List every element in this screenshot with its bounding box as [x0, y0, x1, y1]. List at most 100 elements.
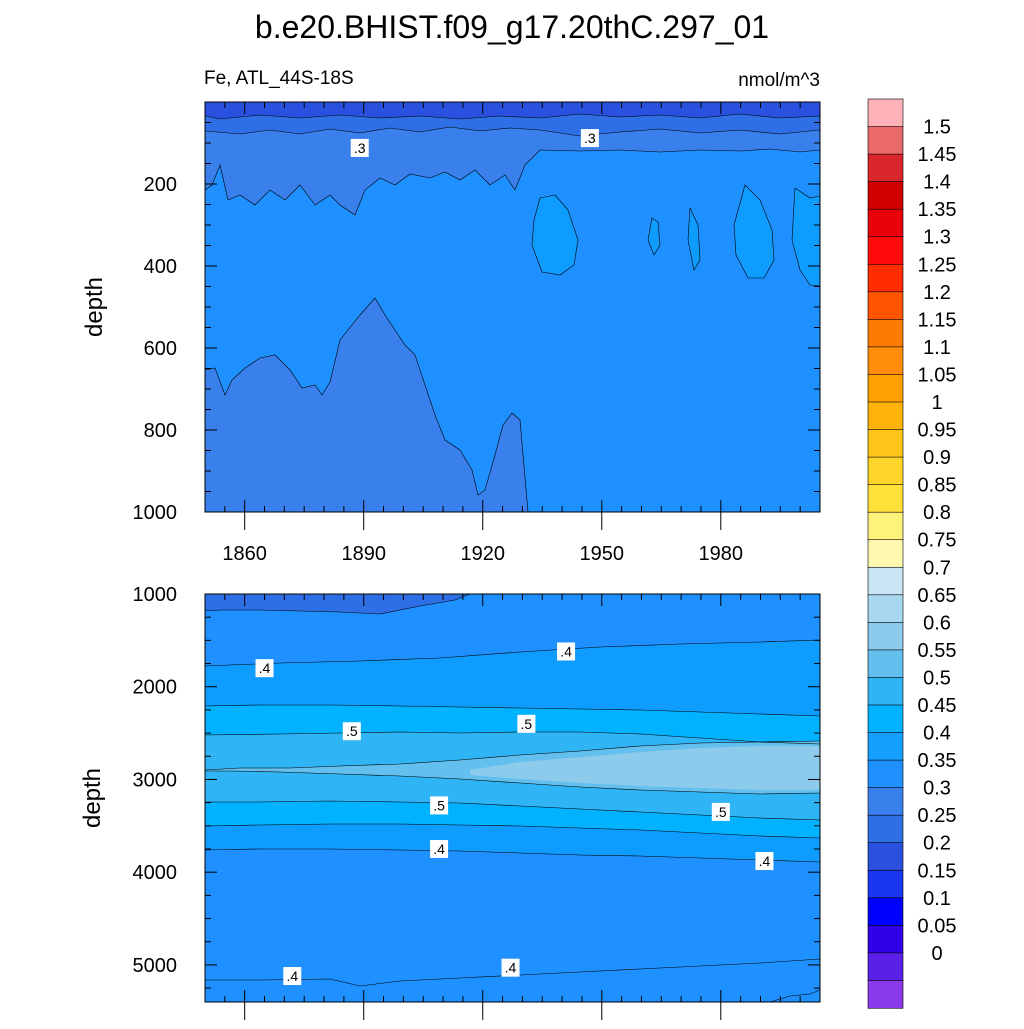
colorbar-swatch	[867, 539, 904, 568]
lower-band-0.4b	[205, 824, 820, 862]
colorbar-swatch	[867, 346, 904, 376]
colorbar-swatch	[867, 787, 904, 816]
x-tick-label: 1980	[699, 543, 744, 565]
y-tick-label: 1000	[133, 502, 178, 524]
upper-blob-4	[734, 185, 774, 278]
colorbar-swatch	[867, 704, 904, 734]
colorbar-label: 0.3	[923, 778, 951, 800]
colorbar-label: 0.2	[923, 833, 951, 855]
colorbar-swatch	[867, 126, 904, 155]
contour-label: .4	[557, 642, 576, 661]
colorbar-swatch	[867, 319, 904, 348]
svg-text:.4: .4	[759, 853, 771, 869]
x-tick-label: 1920	[460, 543, 505, 565]
colorbar-label: 0.35	[918, 750, 957, 772]
colorbar-label: 0.85	[918, 475, 957, 497]
colorbar-swatch	[867, 897, 904, 926]
colorbar-swatch	[867, 263, 904, 293]
colorbar-label: 1.15	[918, 309, 957, 331]
contour-label: .4	[501, 958, 520, 977]
colorbar-swatch	[867, 153, 904, 183]
y-tick-label: 5000	[133, 955, 178, 977]
colorbar-swatch	[867, 291, 904, 320]
chart-title: b.e20.BHIST.f09_g17.20thC.297_01	[255, 9, 769, 45]
y-tick-label: 4000	[133, 862, 178, 884]
svg-text:.4: .4	[505, 960, 517, 976]
lower-panel: 1000 2000 3000 4000 5000 .4 .4 .5 .5 .5 .5 .4 .4 .4.…	[79, 584, 821, 1020]
colorbar-label: 0.65	[918, 585, 957, 607]
upper-panel: 200 400 600 800 1000 1860 1890 1920 1950 1980 .3…	[81, 101, 821, 565]
contour-label: .5	[430, 796, 449, 815]
colorbar-label: 1.25	[918, 254, 957, 276]
colorbar-label: 1.4	[923, 172, 951, 194]
colorbar-swatch	[867, 759, 904, 789]
colorbar-swatch	[867, 842, 904, 871]
colorbar-swatch	[867, 511, 904, 541]
colorbar-label: 0.55	[918, 640, 957, 662]
x-tick-label: 1950	[580, 543, 625, 565]
upper-deep-region	[205, 298, 528, 512]
colorbar-swatch	[867, 925, 904, 954]
colorbar-label: 0.45	[918, 695, 957, 717]
y-tick-label: 400	[144, 256, 177, 278]
colorbar-swatch	[867, 98, 904, 128]
chart-units: nmol/m^3	[738, 70, 820, 91]
colorbar-swatch	[867, 952, 904, 982]
colorbar-swatch	[867, 429, 904, 458]
y-tick-label: 600	[144, 338, 177, 360]
lower-core-0.6	[470, 746, 820, 790]
lower-band-0.45	[205, 705, 820, 744]
svg-text:.5: .5	[521, 716, 533, 732]
colorbar-swatch	[867, 649, 904, 679]
contour-label: .3	[350, 138, 369, 157]
svg-text:.4: .4	[259, 660, 271, 676]
svg-text:.4: .4	[286, 968, 298, 984]
svg-text:.3: .3	[354, 140, 366, 156]
colorbar-swatch	[867, 401, 904, 431]
lower-bottom-region	[205, 959, 820, 1002]
colorbar-label: 0.4	[923, 723, 951, 745]
colorbar-label: 0.7	[923, 557, 951, 579]
svg-text:.4: .4	[560, 643, 572, 659]
colorbar-swatch	[867, 622, 904, 651]
lower-ylabel: depth	[79, 768, 106, 828]
lower-band-0.4	[205, 640, 820, 716]
x-tick-label: 1860	[222, 543, 267, 565]
colorbar-label: 0.25	[918, 805, 957, 827]
colorbar-label: 0.05	[918, 915, 957, 937]
contour-label: .4	[255, 659, 274, 678]
upper-band-0.2	[205, 102, 820, 119]
colorbar-swatch	[867, 594, 904, 623]
colorbar-label: 1.3	[923, 227, 951, 249]
colorbar-label: 0.95	[918, 420, 957, 442]
colorbar-swatch	[867, 814, 904, 844]
y-tick-label: 200	[144, 174, 177, 196]
contour-label: .4	[755, 852, 774, 871]
svg-text:.4: .4	[433, 841, 445, 857]
colorbar-label: 0.5	[923, 667, 951, 689]
colorbar-label: 0.75	[918, 530, 957, 552]
contour-label: .5	[517, 714, 536, 733]
colorbar-swatch	[867, 677, 904, 706]
colorbar-label: 1.5	[923, 117, 951, 139]
chart-subtitle-left: Fe, ATL_44S-18S	[204, 68, 354, 89]
y-tick-label: 1000	[133, 584, 178, 606]
svg-text:.5: .5	[346, 723, 358, 739]
svg-text:.5: .5	[715, 804, 727, 820]
y-tick-label: 2000	[133, 677, 178, 699]
contour-label: .3	[580, 129, 599, 148]
colorbar-label: 0.8	[923, 502, 951, 524]
colorbar-swatch	[867, 208, 904, 238]
colorbar-swatch	[867, 181, 904, 210]
colorbar-swatch	[867, 732, 904, 761]
colorbar-swatch	[867, 236, 904, 265]
svg-text:.3: .3	[584, 130, 596, 146]
colorbar-label: 1.1	[923, 337, 951, 359]
upper-blob-1	[532, 195, 578, 275]
upper-blob-2	[648, 218, 660, 255]
colorbar-swatch	[867, 980, 904, 1009]
colorbar-label: 0.6	[923, 612, 951, 634]
colorbar-label: 0.15	[918, 860, 957, 882]
colorbar-label: 1.45	[918, 144, 957, 166]
